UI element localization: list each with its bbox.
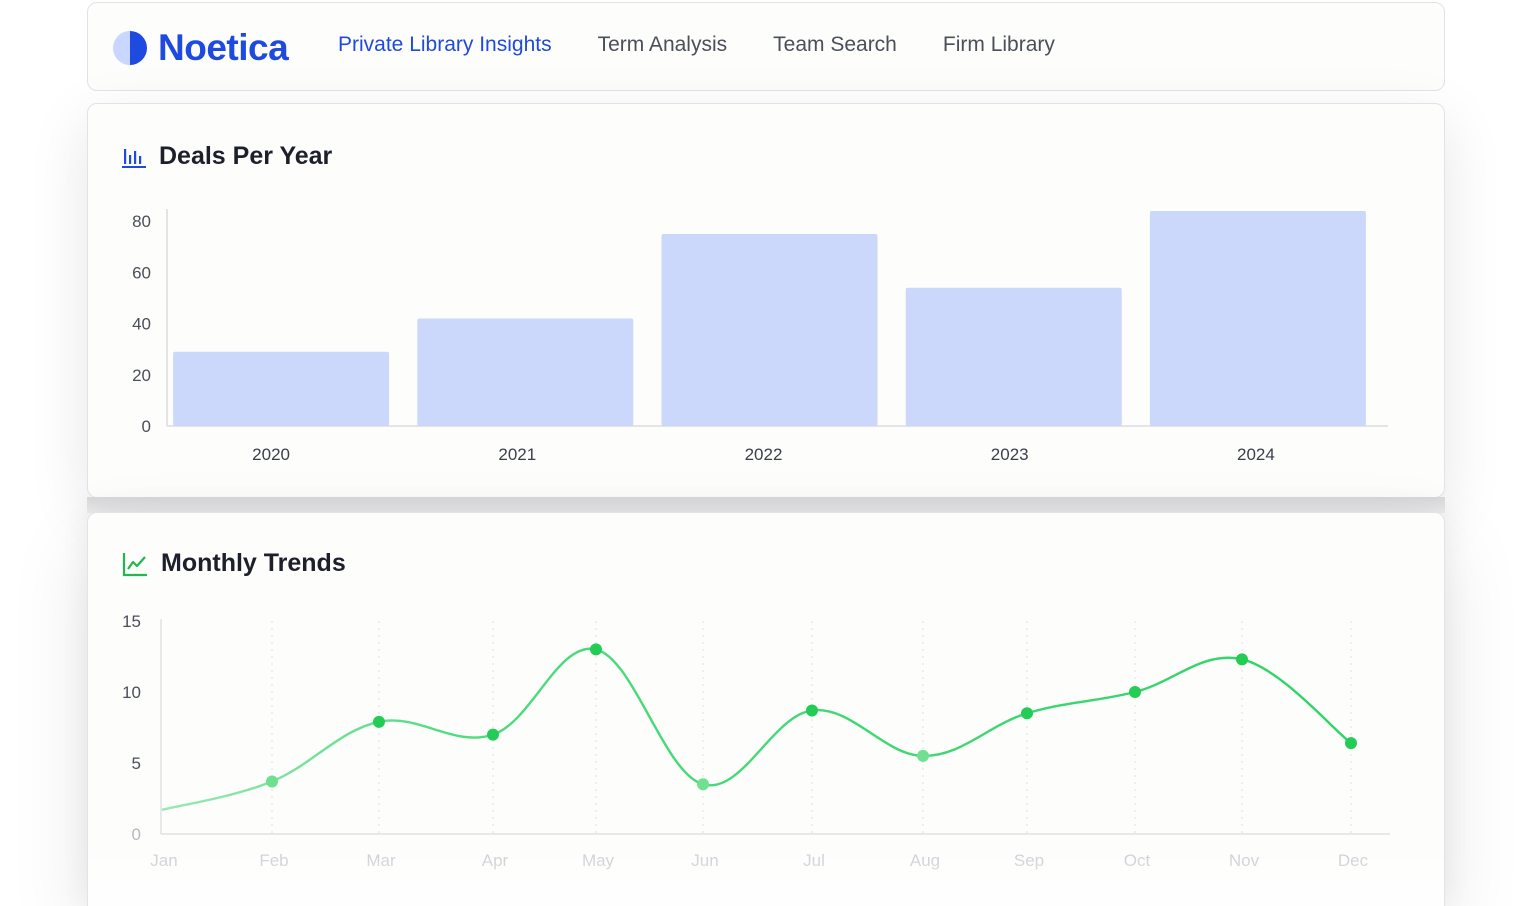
x-tick-label: Jun bbox=[691, 851, 718, 870]
x-tick-label: Nov bbox=[1229, 851, 1260, 870]
x-tick-label: 2023 bbox=[991, 445, 1029, 464]
x-tick-label: Oct bbox=[1124, 851, 1151, 870]
x-tick-label: 2022 bbox=[745, 445, 783, 464]
point-Feb[interactable] bbox=[266, 775, 278, 788]
y-tick-label: 10 bbox=[122, 683, 141, 702]
y-tick-label: 60 bbox=[132, 263, 151, 282]
nav-link-term-analysis[interactable]: Term Analysis bbox=[597, 33, 728, 56]
point-Sep[interactable] bbox=[1021, 707, 1033, 720]
x-tick-label: Dec bbox=[1338, 851, 1369, 870]
chart-title: Deals Per Year bbox=[159, 142, 333, 170]
point-Jun[interactable] bbox=[697, 778, 709, 791]
deals-per-year-chart: 0 20 40 60 80 2020 2021 2022 2023 2024 bbox=[132, 209, 1388, 464]
point-Dec[interactable] bbox=[1345, 737, 1357, 750]
line-chart-icon bbox=[122, 552, 147, 576]
monthly-trends-chart: 0 5 10 15 Jan Feb Mar Apr May Jun Jul Aug Sep Oct Nov D… bbox=[122, 612, 1390, 870]
x-tick-label: Mar bbox=[366, 851, 396, 870]
y-tick-label: 40 bbox=[132, 315, 151, 334]
top-navigation: Noetica Private Library Insights Term An… bbox=[87, 2, 1445, 91]
y-tick-label: 0 bbox=[142, 417, 151, 436]
nav-links: Private Library Insights Term Analysis T… bbox=[338, 33, 1101, 57]
deals-per-year-header: Deals Per Year bbox=[122, 142, 332, 171]
x-tick-label: Feb bbox=[259, 851, 288, 870]
point-Oct[interactable] bbox=[1129, 686, 1141, 698]
x-tick-label: Apr bbox=[482, 851, 509, 870]
point-Nov[interactable] bbox=[1236, 653, 1248, 666]
point-Aug[interactable] bbox=[917, 749, 929, 762]
y-tick-label: 0 bbox=[132, 825, 141, 844]
y-tick-label: 20 bbox=[132, 366, 151, 385]
bar-2023[interactable] bbox=[905, 287, 1122, 426]
bar-chart-icon bbox=[122, 148, 146, 168]
point-Mar[interactable] bbox=[373, 715, 385, 728]
x-tick-label: Jul bbox=[803, 851, 825, 870]
monthly-trends-card: Monthly Trends 0 5 10 15 Jan Feb Mar Apr May Jun J… bbox=[87, 512, 1445, 906]
point-Jul[interactable] bbox=[806, 704, 818, 717]
point-May[interactable] bbox=[590, 643, 602, 656]
deals-per-year-card: Deals Per Year 0 20 40 60 80 2020 2021 2022 2023… bbox=[87, 103, 1445, 498]
x-tick-label: 2020 bbox=[252, 445, 290, 464]
logo-text: Noetica bbox=[158, 27, 289, 68]
y-tick-label: 15 bbox=[122, 612, 141, 631]
x-tick-label: May bbox=[582, 851, 615, 870]
logo-icon bbox=[113, 31, 147, 65]
monthly-trends-header: Monthly Trends bbox=[122, 549, 346, 578]
x-tick-label: Sep bbox=[1014, 851, 1044, 870]
chart-title: Monthly Trends bbox=[161, 549, 346, 577]
y-tick-label: 5 bbox=[132, 754, 141, 773]
x-tick-label: 2024 bbox=[1237, 445, 1275, 464]
x-tick-label: Jan bbox=[150, 851, 177, 870]
nav-link-private-library-insights[interactable]: Private Library Insights bbox=[338, 33, 552, 56]
x-tick-label: 2021 bbox=[498, 445, 536, 464]
trend-line bbox=[161, 647, 1352, 812]
bar-2022[interactable] bbox=[661, 234, 878, 426]
card-divider bbox=[87, 497, 1445, 513]
nav-link-firm-library[interactable]: Firm Library bbox=[942, 33, 1055, 56]
nav-link-team-search[interactable]: Team Search bbox=[773, 33, 897, 56]
y-tick-label: 80 bbox=[132, 212, 151, 231]
bar-2021[interactable] bbox=[417, 318, 634, 427]
logo[interactable]: Noetica bbox=[113, 27, 289, 69]
bar-2024[interactable] bbox=[1149, 211, 1366, 426]
bar-2020[interactable] bbox=[173, 351, 390, 426]
point-Apr[interactable] bbox=[487, 728, 499, 741]
x-tick-label: Aug bbox=[910, 851, 940, 870]
